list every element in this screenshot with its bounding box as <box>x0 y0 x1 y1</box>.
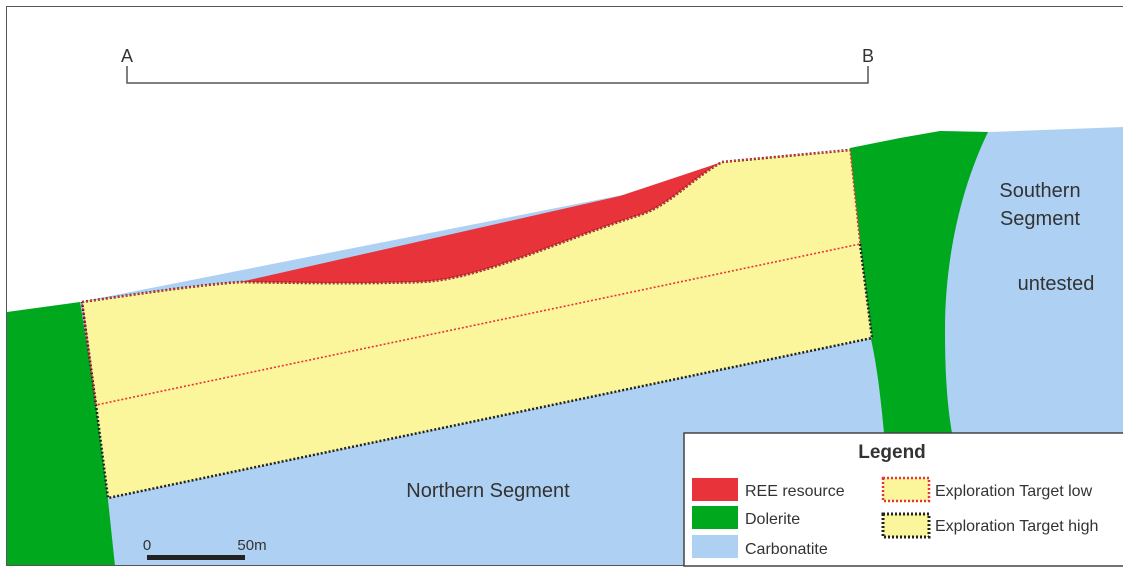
ree-resource <box>240 162 722 284</box>
section-start-label: A <box>121 46 133 66</box>
scale-bar-start: 0 <box>143 537 151 554</box>
scale-bar-end: 50m <box>237 537 266 554</box>
legend-label-ree: REE resource <box>745 483 845 500</box>
legend-swatch-carbonatite <box>692 535 738 558</box>
legend-swatch-target-high <box>881 512 931 539</box>
section-line <box>126 66 869 84</box>
dolerite-right <box>850 131 988 433</box>
legend-swatch-target-low <box>881 476 931 503</box>
legend-label-target-low: Exploration Target low <box>935 483 1093 500</box>
legend-title: Legend <box>858 442 926 463</box>
legend-swatch-ree <box>692 478 738 501</box>
figure-frame <box>6 6 1123 566</box>
section-end-label: B <box>862 46 874 66</box>
legend-swatch-dolerite <box>692 506 738 529</box>
scale-bar: 0 50m <box>143 537 267 560</box>
legend: Legend REE resource Dolerite Carbonatite… <box>683 432 1123 567</box>
legend-label-dolerite: Dolerite <box>745 511 800 528</box>
legend-label-target-high: Exploration Target high <box>935 518 1098 535</box>
legend-label-carbonatite: Carbonatite <box>745 541 828 558</box>
southern-segment-label-1: Southern <box>999 180 1080 202</box>
untested-label: untested <box>1018 273 1095 295</box>
target-low-outline <box>81 149 861 406</box>
northern-segment-label: Northern Segment <box>406 480 570 502</box>
scale-bar-rule <box>147 555 245 560</box>
dolerite-left <box>7 302 115 565</box>
southern-segment-label-2: Segment <box>1000 208 1080 230</box>
exploration-target <box>82 150 872 498</box>
